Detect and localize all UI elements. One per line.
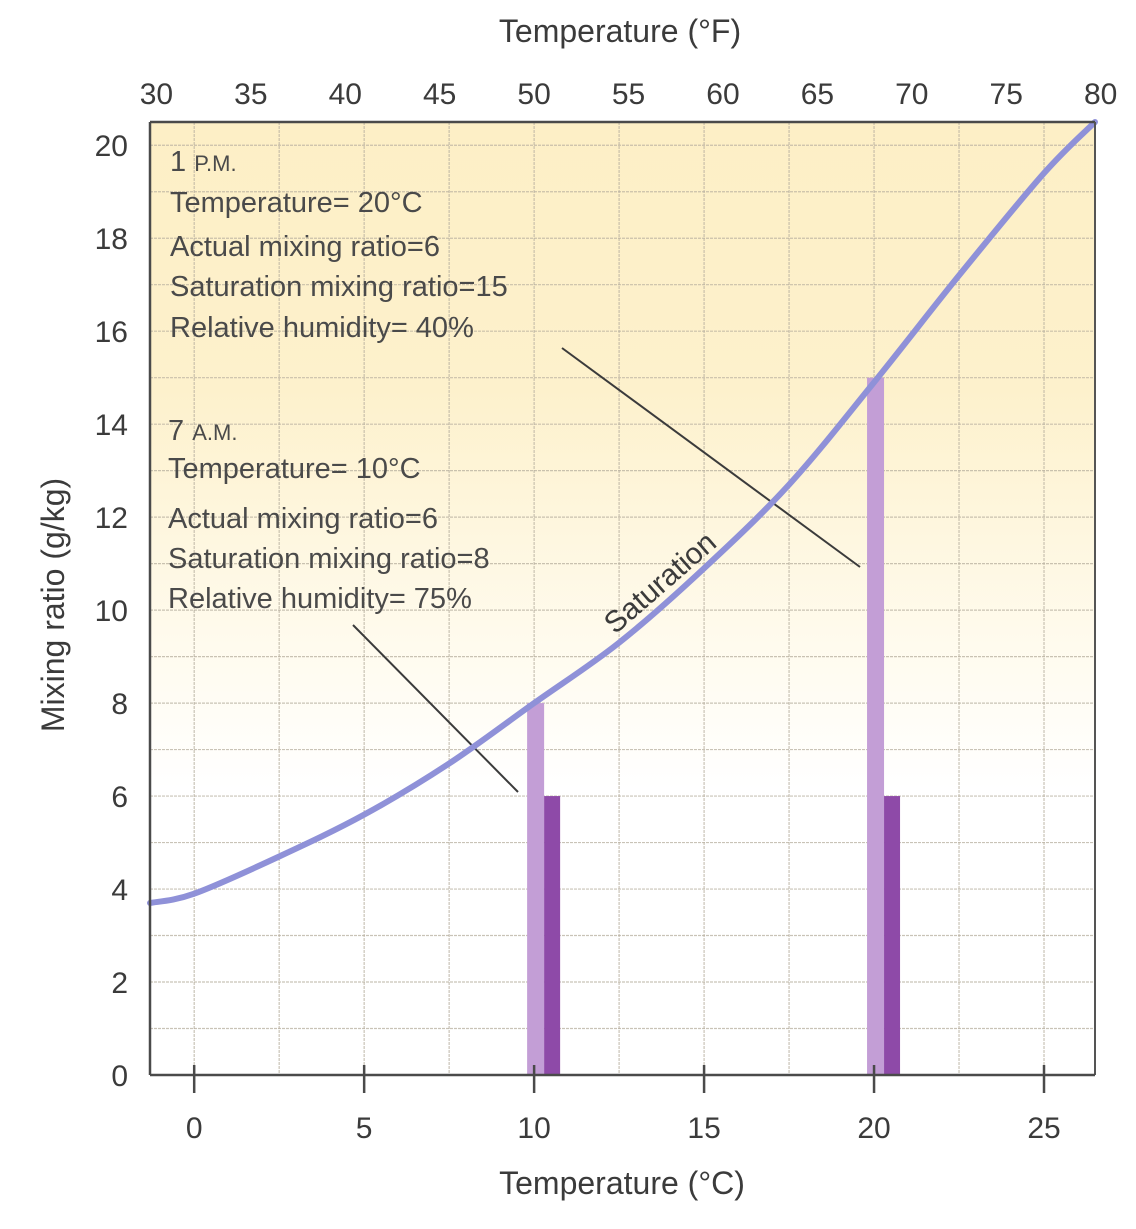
bar-actual-mixing-ratio <box>544 796 561 1075</box>
x2-tick-label: 45 <box>423 78 456 111</box>
leader-line-7am <box>352 624 519 793</box>
y-tick-label: 20 <box>95 130 128 163</box>
axes-frame <box>148 120 1096 1077</box>
y-tick-label: 10 <box>95 595 128 628</box>
y-tick-label: 16 <box>95 316 128 349</box>
x-tick-labels: 0 5 10 15 20 25 <box>186 1112 1061 1145</box>
svg-text:7 A.M.: 7 A.M. <box>168 415 237 447</box>
x2-tick-label: 55 <box>612 78 645 111</box>
x2-tick-labels: 30 35 40 45 50 55 60 65 70 75 80 <box>140 78 1118 111</box>
x2-tick-label: 80 <box>1084 78 1117 111</box>
am-temperature: Temperature= 10°C <box>168 453 421 485</box>
bar-actual-mixing-ratio <box>884 796 901 1075</box>
x2-tick-label: 50 <box>517 78 550 111</box>
x2-tick-label: 30 <box>140 78 173 111</box>
x-tick-marks <box>192 1065 1046 1093</box>
pm-saturation: Saturation mixing ratio=15 <box>170 271 508 303</box>
pm-time-suffix: P.M. <box>194 151 236 176</box>
x-tick-label: 0 <box>186 1112 203 1145</box>
am-rh: Relative humidity= 75% <box>168 583 472 615</box>
x2-tick-label: 35 <box>234 78 267 111</box>
x-tick-label: 20 <box>857 1112 890 1145</box>
pm-time-number: 1 <box>170 146 186 178</box>
am-time-number: 7 <box>168 415 184 447</box>
x-tick-label: 15 <box>687 1112 720 1145</box>
x2-tick-label: 70 <box>895 78 928 111</box>
y-tick-label: 6 <box>111 781 128 814</box>
x-axis-title: Temperature (°C) <box>499 1165 745 1201</box>
y-tick-label: 2 <box>111 967 128 1000</box>
annotation-leaders <box>352 347 861 793</box>
y-tick-label: 4 <box>111 874 128 907</box>
pm-actual: Actual mixing ratio=6 <box>170 231 440 263</box>
bar-saturation-mixing-ratio <box>867 377 885 1075</box>
grid-lines <box>150 122 1095 1075</box>
leader-line-1pm <box>561 347 861 568</box>
am-actual: Actual mixing ratio=6 <box>168 503 438 535</box>
x2-tick-label: 60 <box>706 78 739 111</box>
plot-background <box>150 122 1095 1075</box>
y-tick-label: 0 <box>111 1060 128 1093</box>
y-tick-label: 14 <box>95 409 128 442</box>
bar-saturation-mixing-ratio <box>527 703 545 1075</box>
x2-tick-label: 75 <box>990 78 1023 111</box>
y-tick-labels: 0 2 4 6 8 10 12 14 16 18 20 <box>95 130 128 1093</box>
annotation-7am: 7 A.M. Temperature= 10°C Actual mixing r… <box>168 415 490 615</box>
y-tick-label: 12 <box>95 502 128 535</box>
x2-axis-title: Temperature (°F) <box>499 13 741 49</box>
bars <box>527 377 901 1075</box>
pm-temperature: Temperature= 20°C <box>170 187 423 219</box>
y-axis-title: Mixing ratio (g/kg) <box>35 478 71 732</box>
x2-tick-label: 40 <box>329 78 362 111</box>
y-tick-label: 8 <box>111 688 128 721</box>
x2-tick-label: 65 <box>801 78 834 111</box>
x-tick-label: 25 <box>1027 1112 1060 1145</box>
x-tick-label: 10 <box>517 1112 550 1145</box>
pm-rh: Relative humidity= 40% <box>170 312 474 344</box>
am-time-suffix: A.M. <box>192 420 237 445</box>
svg-text:1 P.M.: 1 P.M. <box>170 146 237 178</box>
y-tick-label: 18 <box>95 223 128 256</box>
am-saturation: Saturation mixing ratio=8 <box>168 543 490 575</box>
saturation-curve <box>147 119 1098 906</box>
x-tick-label: 5 <box>356 1112 373 1145</box>
annotation-1pm: 1 P.M. Temperature= 20°C Actual mixing r… <box>170 146 508 344</box>
